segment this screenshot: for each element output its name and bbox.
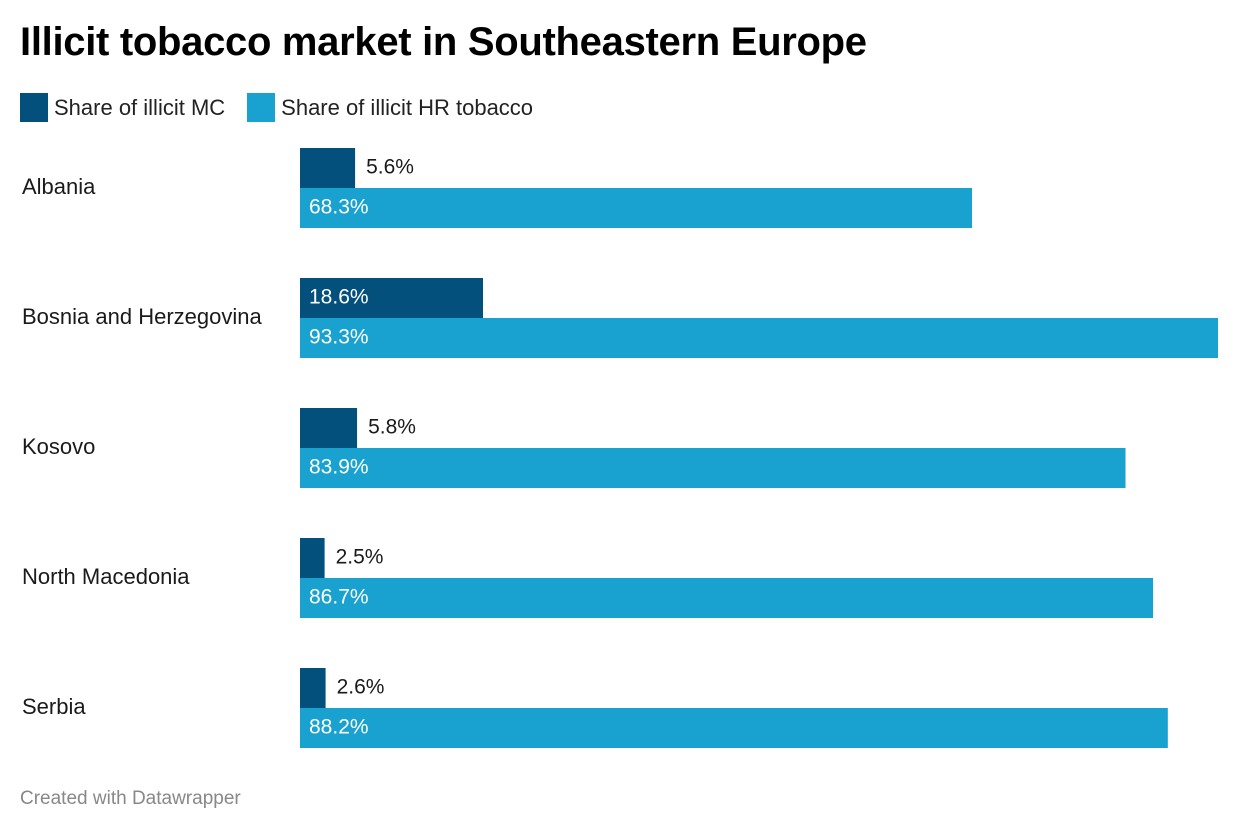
bar-mc-bosnia-and-herzegovina bbox=[300, 278, 484, 318]
data-label-mc-serbia: 2.6% bbox=[337, 676, 385, 699]
bar-mc-north-macedonia bbox=[300, 538, 325, 578]
data-label-hr-serbia: 88.2% bbox=[309, 716, 369, 739]
data-label-mc-north-macedonia: 2.5% bbox=[336, 546, 384, 569]
data-label-mc-albania: 5.6% bbox=[366, 156, 414, 179]
legend-swatch-hr bbox=[247, 93, 276, 122]
category-label-kosovo: Kosovo bbox=[22, 434, 95, 459]
chart-title: Illicit tobacco market in Southeastern E… bbox=[20, 20, 867, 64]
legend-item-hr: Share of illicit HR tobacco bbox=[247, 93, 533, 122]
bar-hr-kosovo bbox=[300, 448, 1126, 488]
bar-mc-albania bbox=[300, 148, 356, 188]
bar-mc-serbia bbox=[300, 668, 326, 708]
legend-swatch-mc bbox=[20, 93, 48, 122]
legend-label-hr: Share of illicit HR tobacco bbox=[281, 94, 534, 120]
legend-label-mc: Share of illicit MC bbox=[54, 94, 226, 120]
data-label-mc-bosnia-and-herzegovina: 18.6% bbox=[309, 286, 369, 309]
category-label-north-macedonia: North Macedonia bbox=[22, 564, 190, 589]
category-label-bosnia-and-herzegovina: Bosnia and Herzegovina bbox=[22, 304, 262, 329]
bar-mc-kosovo bbox=[300, 408, 358, 448]
legend-item-mc: Share of illicit MC bbox=[20, 93, 225, 122]
bar-hr-albania bbox=[300, 188, 973, 228]
category-label-serbia: Serbia bbox=[22, 694, 86, 719]
category-label-albania: Albania bbox=[22, 174, 96, 199]
bar-hr-serbia bbox=[300, 708, 1168, 748]
data-label-hr-kosovo: 83.9% bbox=[309, 456, 369, 479]
legend: Share of illicit MC Share of illicit HR … bbox=[20, 93, 555, 122]
footer-credit: Created with Datawrapper bbox=[20, 788, 241, 809]
data-label-hr-bosnia-and-herzegovina: 93.3% bbox=[309, 326, 369, 349]
bar-hr-north-macedonia bbox=[300, 578, 1154, 618]
data-label-mc-kosovo: 5.8% bbox=[368, 416, 416, 439]
data-label-hr-albania: 68.3% bbox=[309, 196, 369, 219]
bar-hr-bosnia-and-herzegovina bbox=[300, 318, 1218, 358]
data-label-hr-north-macedonia: 86.7% bbox=[309, 586, 369, 609]
